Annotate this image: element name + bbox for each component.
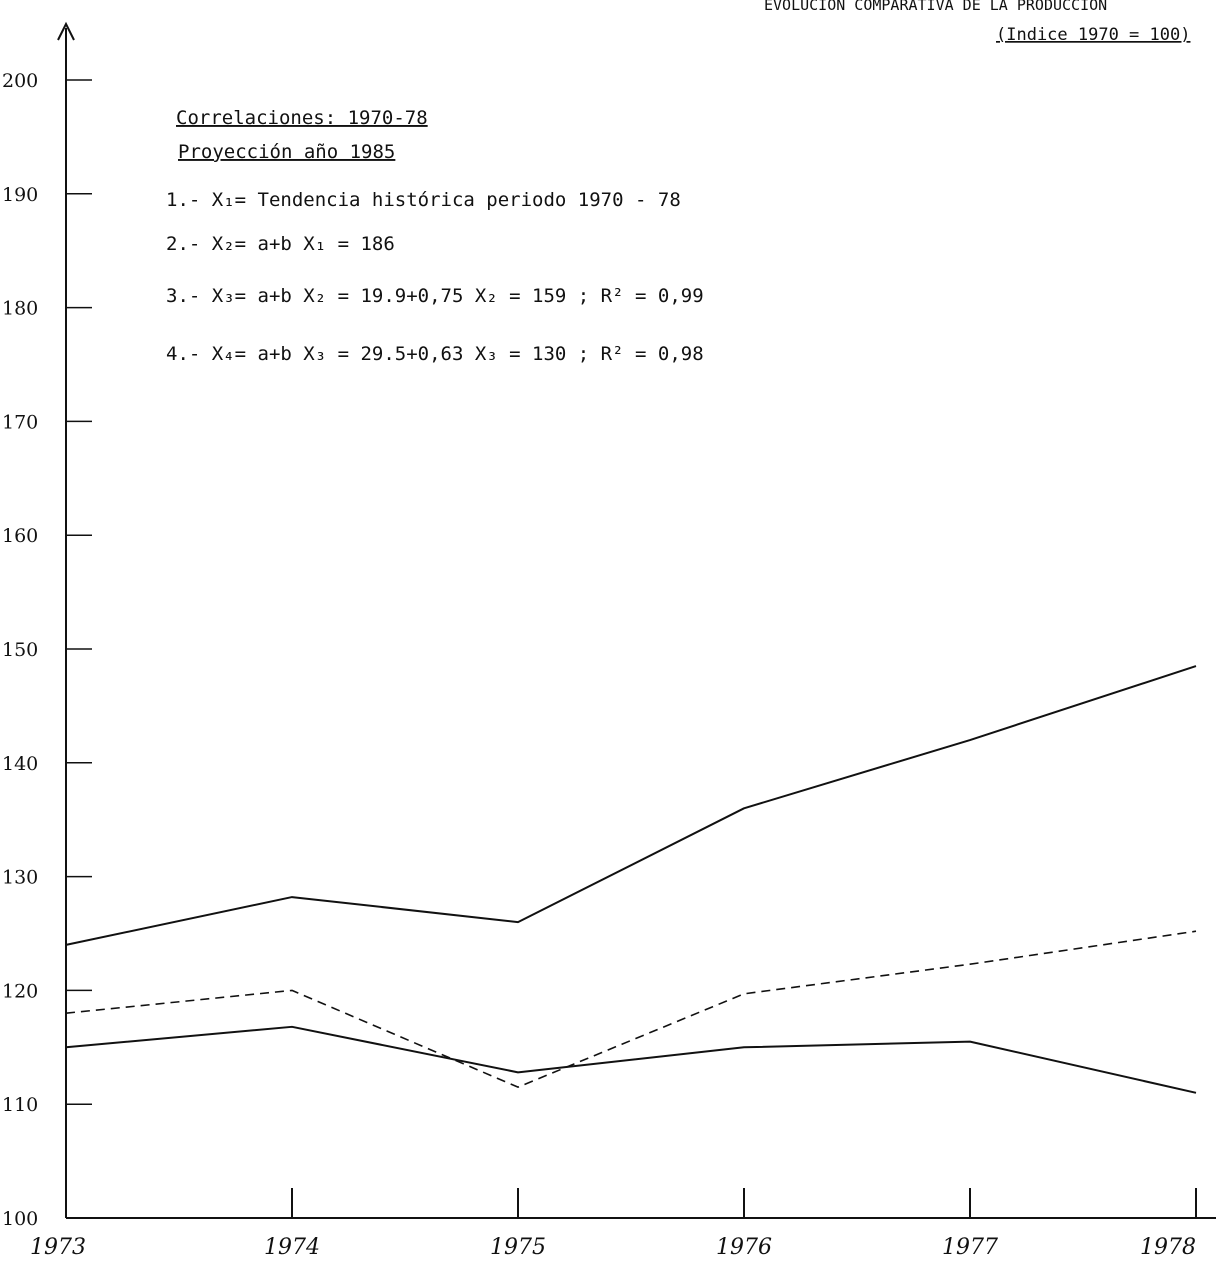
y-tick-label: 160 [2, 525, 38, 547]
series-line-3 [65, 1025, 1197, 1094]
y-tick-label: 150 [2, 639, 38, 661]
y-tick-label: 190 [2, 184, 38, 206]
annotation-heading-1: Correlaciones: 1970-78 [176, 107, 428, 129]
chart-title: EVOLUCION COMPARATIVA DE LA PRODUCCION [764, 0, 1107, 14]
y-tick-label: 140 [2, 753, 38, 775]
y-tick-label: 110 [2, 1094, 38, 1116]
y-tick-label: 180 [2, 298, 38, 320]
x-tick-label: 1976 [716, 1235, 772, 1260]
annotation-line-4: 4.- X₄= a+b X₃ = 29.5+0,63 X₃ = 130 ; R²… [166, 343, 704, 365]
series-line-2 [65, 930, 1197, 1088]
y-tick-label: 130 [2, 867, 38, 889]
annotation-block: Correlaciones: 1970-78 Proyección año 19… [166, 107, 704, 365]
x-tick-label: 1977 [942, 1235, 998, 1260]
series-lines [65, 665, 1197, 1094]
x-tick-label: 1973 [30, 1235, 86, 1260]
x-ticks: 1973 1974 1975 1976 1977 1978 [30, 1188, 1197, 1260]
y-tick-label: 170 [2, 411, 38, 433]
y-axis [57, 21, 75, 1218]
x-tick-label: 1975 [490, 1235, 546, 1260]
y-ticks: 100 110 120 130 140 150 160 170 180 190 200 [2, 70, 92, 1230]
x-tick-label: 1974 [264, 1235, 320, 1260]
y-tick-label: 100 [2, 1208, 38, 1230]
y-tick-label: 200 [2, 70, 38, 92]
annotation-heading-2: Proyección año 1985 [178, 141, 395, 163]
y-tick-label: 120 [2, 980, 38, 1002]
annotation-line-3: 3.- X₃= a+b X₂ = 19.9+0,75 X₂ = 159 ; R²… [166, 285, 704, 307]
annotation-line-2: 2.- X₂= a+b X₁ = 186 [166, 233, 395, 255]
series-line-1 [65, 665, 1197, 946]
annotation-line-1: 1.- X₁= Tendencia histórica periodo 1970… [166, 189, 681, 211]
chart-subtitle: (Indice 1970 = 100) [996, 25, 1190, 45]
x-tick-label: 1978 [1140, 1235, 1196, 1260]
